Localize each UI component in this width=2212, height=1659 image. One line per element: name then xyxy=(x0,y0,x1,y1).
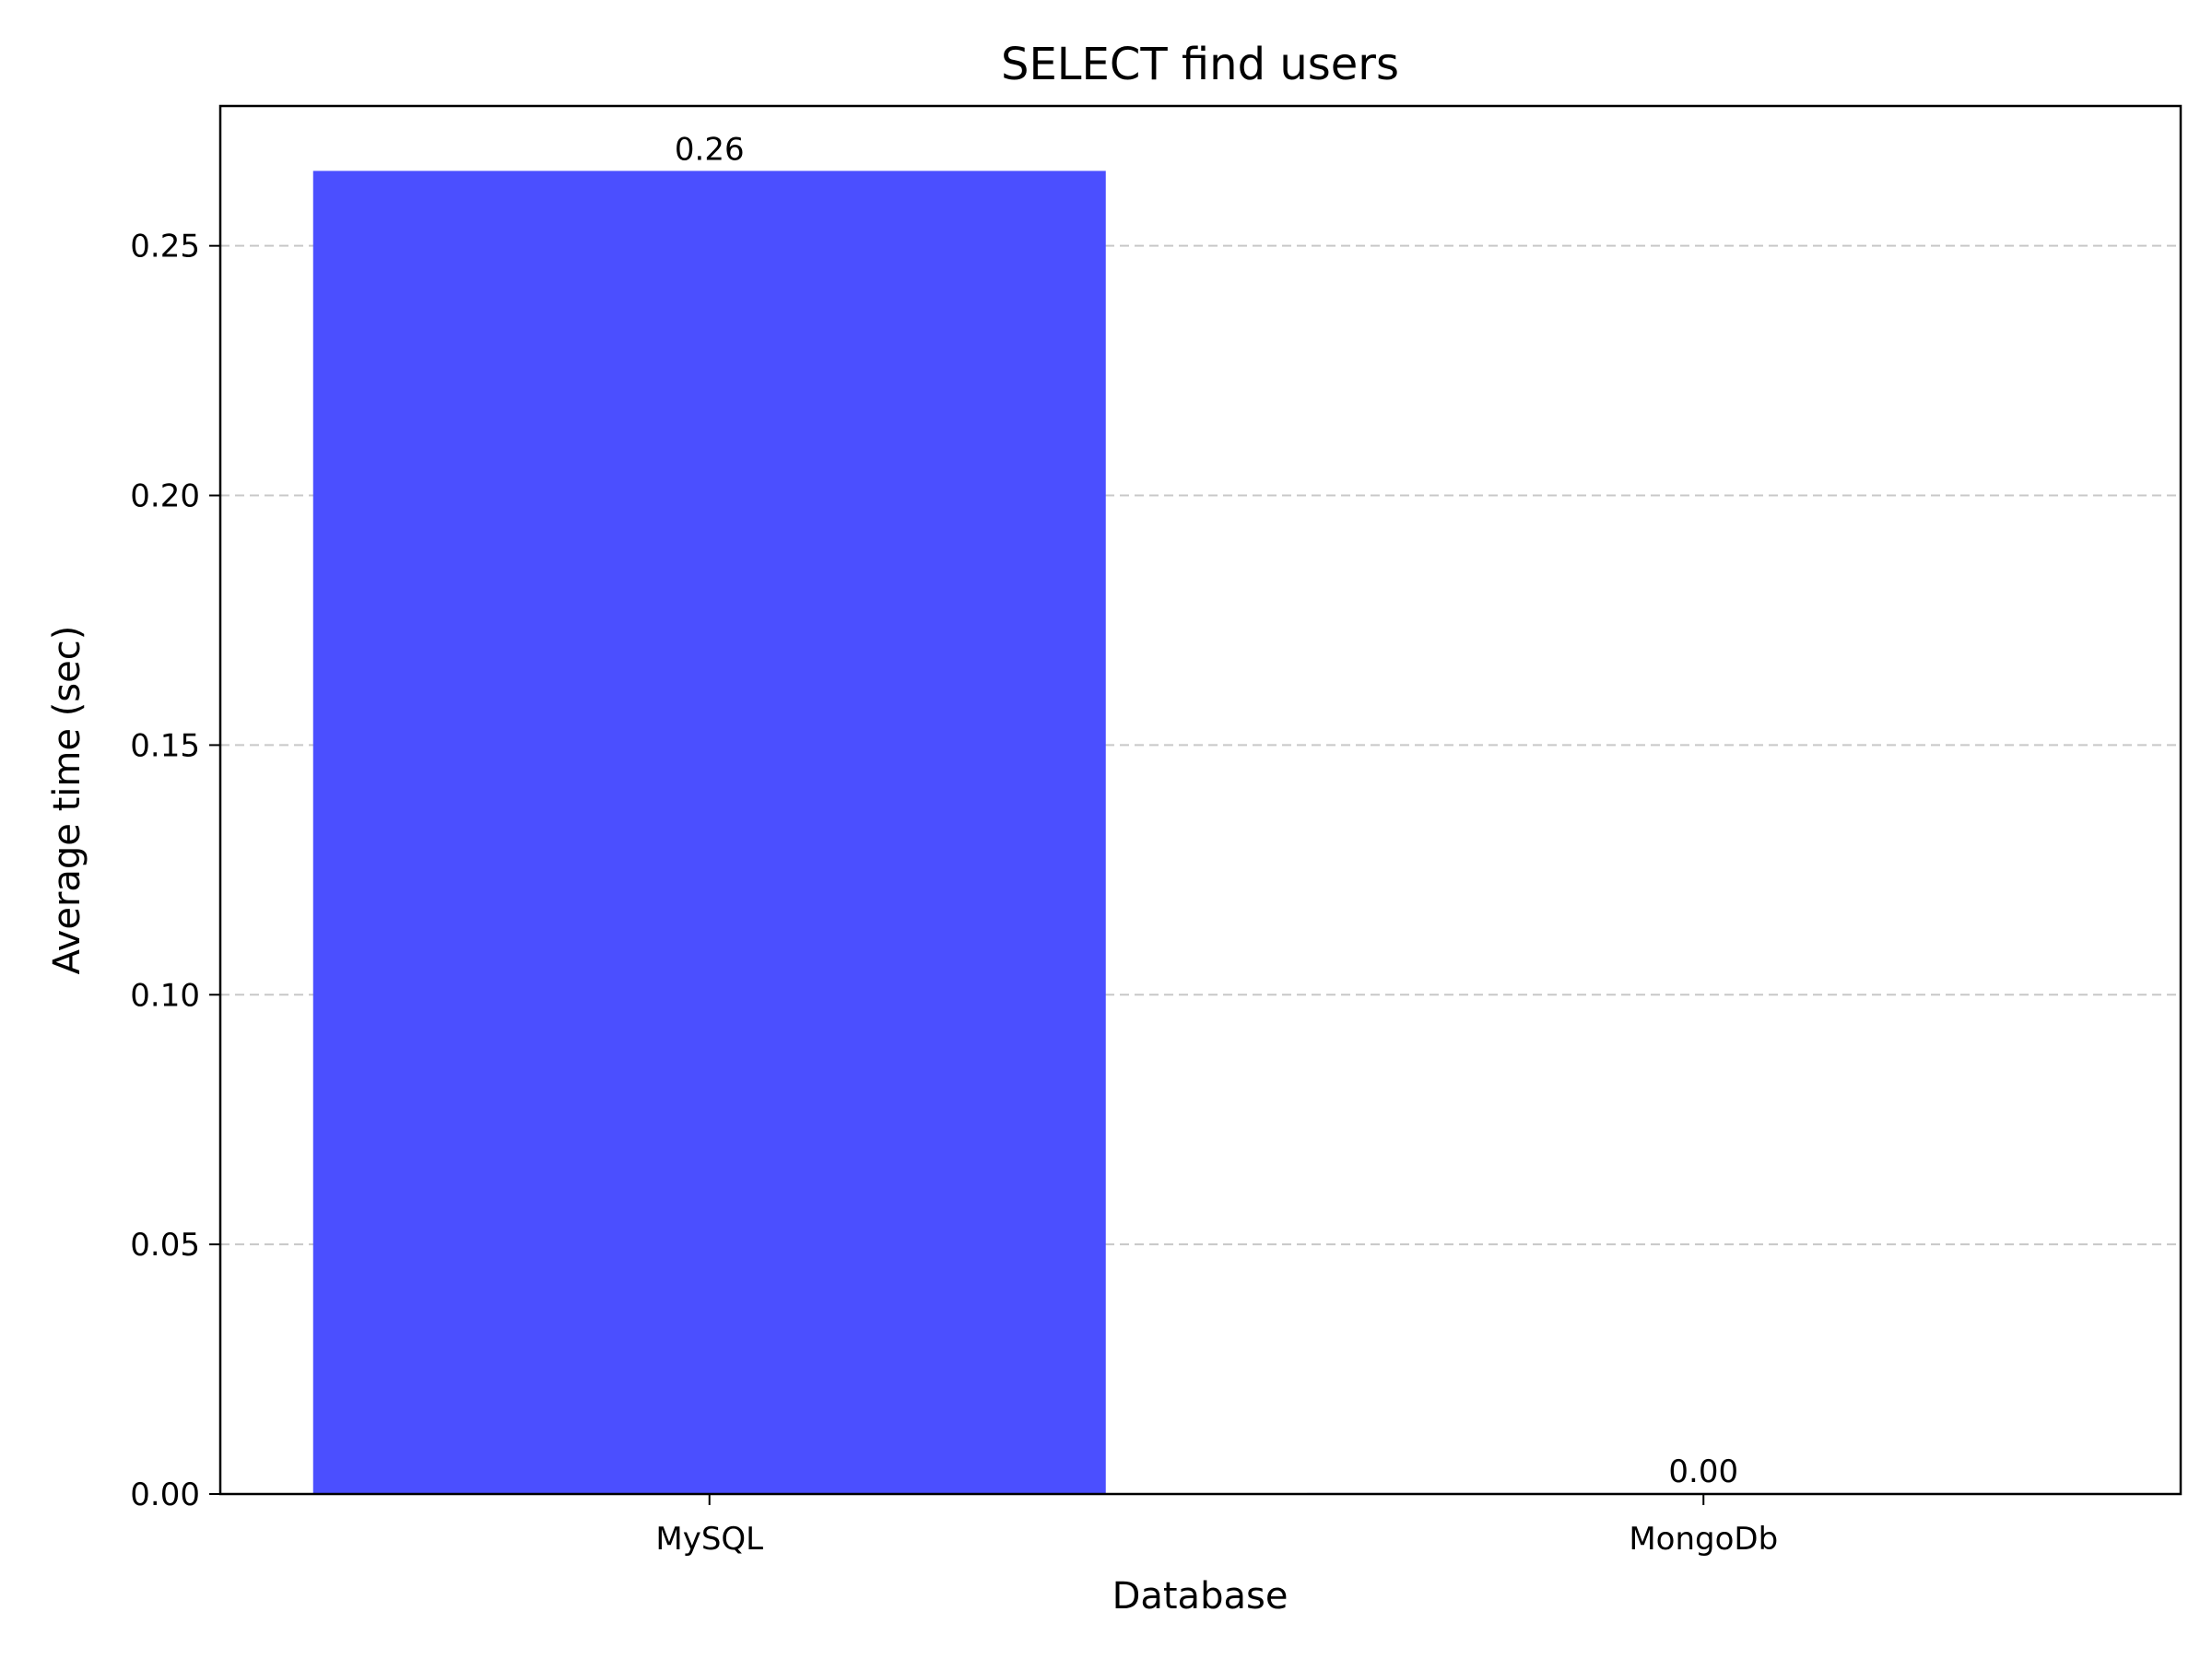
bar-value-label: 0.00 xyxy=(1668,1453,1738,1490)
y-tick-label: 0.10 xyxy=(130,977,200,1014)
y-tick-label: 0.25 xyxy=(130,229,200,265)
x-axis: MySQL MongoDb xyxy=(655,1494,1778,1558)
x-axis-label: Database xyxy=(1112,1575,1288,1618)
y-axis-label: Average time (sec) xyxy=(46,626,88,975)
chart-title: SELECT find users xyxy=(1001,39,1399,90)
y-tick-label: 0.15 xyxy=(130,727,200,764)
y-tick-label: 0.05 xyxy=(130,1227,200,1264)
bar-value-label: 0.26 xyxy=(675,131,745,168)
y-tick-label: 0.20 xyxy=(130,478,200,515)
x-tick-label: MySQL xyxy=(655,1521,763,1558)
value-labels: 0.26 0.00 xyxy=(675,131,1738,1489)
y-tick-label: 0.00 xyxy=(130,1477,200,1513)
plot-frame xyxy=(218,104,2183,1496)
x-tick-label: MongoDb xyxy=(1629,1521,1778,1558)
bars xyxy=(312,171,2100,1495)
y-axis: 0.00 0.05 0.10 0.15 0.20 0.25 xyxy=(130,229,220,1513)
bar-mysql xyxy=(312,171,1106,1495)
